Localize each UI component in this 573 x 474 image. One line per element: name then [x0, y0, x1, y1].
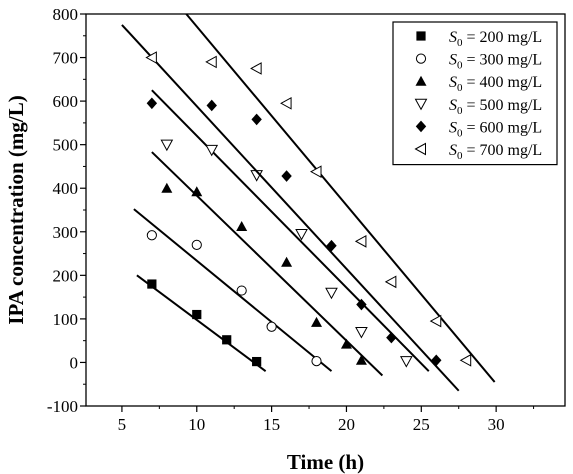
- legend-label: S0 = 400 mg/L: [449, 74, 542, 94]
- legend-marker: [414, 98, 428, 111]
- data-point: [206, 99, 217, 112]
- y-tick-label: 400: [53, 179, 79, 198]
- y-tick-label: 200: [53, 266, 79, 285]
- data-point: [355, 326, 368, 339]
- data-point: [191, 239, 202, 250]
- data-point: [309, 165, 322, 179]
- data-point: [236, 221, 248, 232]
- data-point: [431, 354, 442, 367]
- x-tick-label: 15: [263, 415, 280, 434]
- fit-line: [136, 274, 267, 372]
- data-point: [251, 113, 262, 126]
- legend-item: S0 = 600 mg/L: [415, 119, 542, 139]
- y-tick-label: 300: [53, 223, 79, 242]
- legend-marker: [414, 142, 426, 156]
- data-point: [280, 96, 292, 110]
- legend-label: S0 = 200 mg/L: [449, 29, 542, 49]
- y-tick-label: 500: [53, 136, 79, 155]
- legend: S0 = 200 mg/L S0 = 300 mg/LS0 = 400 mg/L S…: [392, 21, 558, 166]
- legend-item: S0 = 300 mg/L: [415, 52, 542, 72]
- data-point: [386, 331, 397, 344]
- x-tick-label: 30: [488, 415, 505, 434]
- data-point: [459, 353, 472, 367]
- x-axis-title: Time (h): [287, 450, 364, 474]
- data-point: [384, 275, 397, 289]
- legend-marker: [415, 53, 427, 64]
- x-tick-label: 5: [118, 415, 127, 434]
- legend-item: S0 = 700 mg/L: [414, 142, 542, 162]
- fit-line: [151, 89, 430, 372]
- data-point: [192, 309, 202, 320]
- data-point: [146, 97, 158, 110]
- plot-area: [121, 13, 496, 392]
- y-tick-label: 600: [53, 92, 79, 111]
- data-point: [161, 182, 173, 193]
- data-point: [266, 321, 277, 332]
- fit-line: [121, 24, 460, 392]
- data-point: [295, 228, 308, 241]
- legend-marker: [415, 120, 427, 133]
- data-point: [145, 51, 157, 64]
- y-tick-label: 0: [70, 353, 79, 372]
- data-point: [222, 335, 232, 345]
- data-point: [311, 316, 323, 327]
- legend-label: S0 = 300 mg/L: [449, 52, 542, 72]
- legend-item: S0 = 400 mg/L: [415, 74, 542, 94]
- data-point: [281, 256, 293, 267]
- fit-line: [133, 208, 333, 372]
- legend-marker: [416, 31, 426, 41]
- series-group: [121, 24, 460, 392]
- legend-marker: [415, 75, 427, 86]
- data-point: [146, 230, 157, 241]
- y-tick-label: -100: [47, 397, 78, 416]
- series-group: [136, 274, 267, 372]
- legend-item: S0 = 500 mg/L: [414, 97, 542, 117]
- x-tick-label: 10: [188, 415, 205, 434]
- series-group: [145, 13, 496, 383]
- legend-item: S0 = 200 mg/L: [416, 29, 542, 49]
- series-group: [151, 89, 430, 372]
- data-point: [160, 139, 174, 152]
- data-point: [147, 279, 157, 289]
- axes: 5 10 15 20 25 30 -100 0 100 200 300 400 500 600 700 800: [47, 5, 566, 434]
- y-axis-title: IPA concentration (mg/L): [4, 95, 28, 324]
- y-tick-label: 800: [53, 5, 79, 24]
- legend-label: S0 = 700 mg/L: [449, 142, 542, 162]
- fit-line: [151, 151, 384, 377]
- data-point: [311, 356, 322, 367]
- data-point: [205, 144, 219, 157]
- x-tick-label: 25: [413, 415, 430, 434]
- data-point: [354, 235, 367, 248]
- data-point: [399, 356, 413, 368]
- data-point: [205, 55, 217, 69]
- series-group: [133, 208, 333, 372]
- data-point: [252, 356, 262, 367]
- y-tick-label: 700: [53, 49, 79, 68]
- data-point: [191, 186, 203, 197]
- data-point: [429, 314, 442, 328]
- data-point: [340, 338, 352, 349]
- x-tick-label: 20: [338, 415, 355, 434]
- data-point: [236, 285, 247, 296]
- legend-box: [392, 21, 558, 166]
- fit-line: [185, 13, 496, 383]
- data-point: [250, 62, 262, 75]
- series-group: [151, 151, 384, 377]
- data-point: [355, 354, 367, 365]
- data-point: [325, 287, 338, 300]
- data-point: [356, 298, 367, 311]
- y-tick-label: 100: [53, 310, 79, 329]
- legend-label: S0 = 600 mg/L: [449, 119, 542, 139]
- data-point: [281, 170, 292, 182]
- legend-label: S0 = 500 mg/L: [449, 97, 542, 117]
- data-point: [326, 239, 337, 252]
